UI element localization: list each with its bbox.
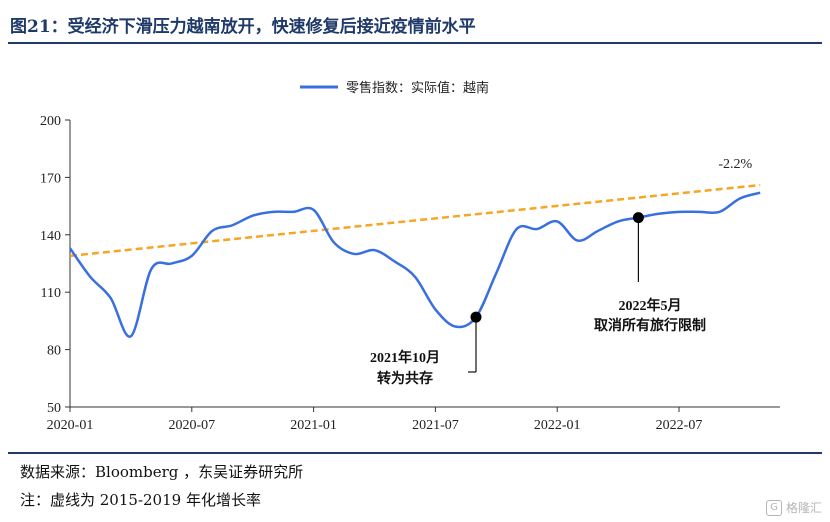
annotation-marker xyxy=(632,212,644,224)
annotation-line2: 转为共存 xyxy=(377,370,433,387)
footnote: 注：虚线为 2015-2019 年化增长率 xyxy=(20,491,261,509)
y-tick-label: 200 xyxy=(40,114,61,129)
trend-line xyxy=(69,183,761,258)
figure-title: 图21：受经济下滑压力越南放开，快速修复后接近疫情前水平 xyxy=(10,17,476,37)
title-divider xyxy=(8,42,822,44)
series-layer: -2.2% xyxy=(68,157,761,338)
watermark-text: 格隆汇 xyxy=(785,501,822,515)
footer-divider xyxy=(8,452,822,454)
annotation-line1: 2022年5月 xyxy=(619,297,682,314)
annotation-line2: 取消所有旅行限制 xyxy=(594,317,706,334)
y-tick-label: 170 xyxy=(40,171,61,186)
x-tick-label: 2020-07 xyxy=(168,418,215,433)
x-tick-label: 2022-01 xyxy=(534,418,581,433)
x-tick-label: 2020-01 xyxy=(47,418,94,433)
annotation-line1: 2021年10月 xyxy=(370,349,440,366)
x-tick-label: 2022-07 xyxy=(656,418,703,433)
y-tick-label: 50 xyxy=(47,401,61,416)
axis-layer: 50 80 110 140 170 200 2020-01 2020-07 2021-01 202… xyxy=(40,114,780,433)
trend-label: -2.2% xyxy=(718,157,752,172)
y-tick-label: 110 xyxy=(41,286,61,301)
annotation-marker xyxy=(470,311,482,323)
legend-label: 零售指数：实际值：越南 xyxy=(346,80,489,96)
watermark-logo-icon: G xyxy=(765,499,782,516)
x-tick-label: 2021-01 xyxy=(290,418,337,433)
source-note: 数据来源：Bloomberg ，东吴证券研究所 xyxy=(20,463,304,481)
series-line-vietnam xyxy=(68,191,761,338)
y-tick-label: 80 xyxy=(47,344,61,359)
y-tick-label: 140 xyxy=(40,229,61,244)
watermark: G 格隆汇 xyxy=(765,499,822,516)
x-tick-label: 2021-07 xyxy=(412,418,459,433)
